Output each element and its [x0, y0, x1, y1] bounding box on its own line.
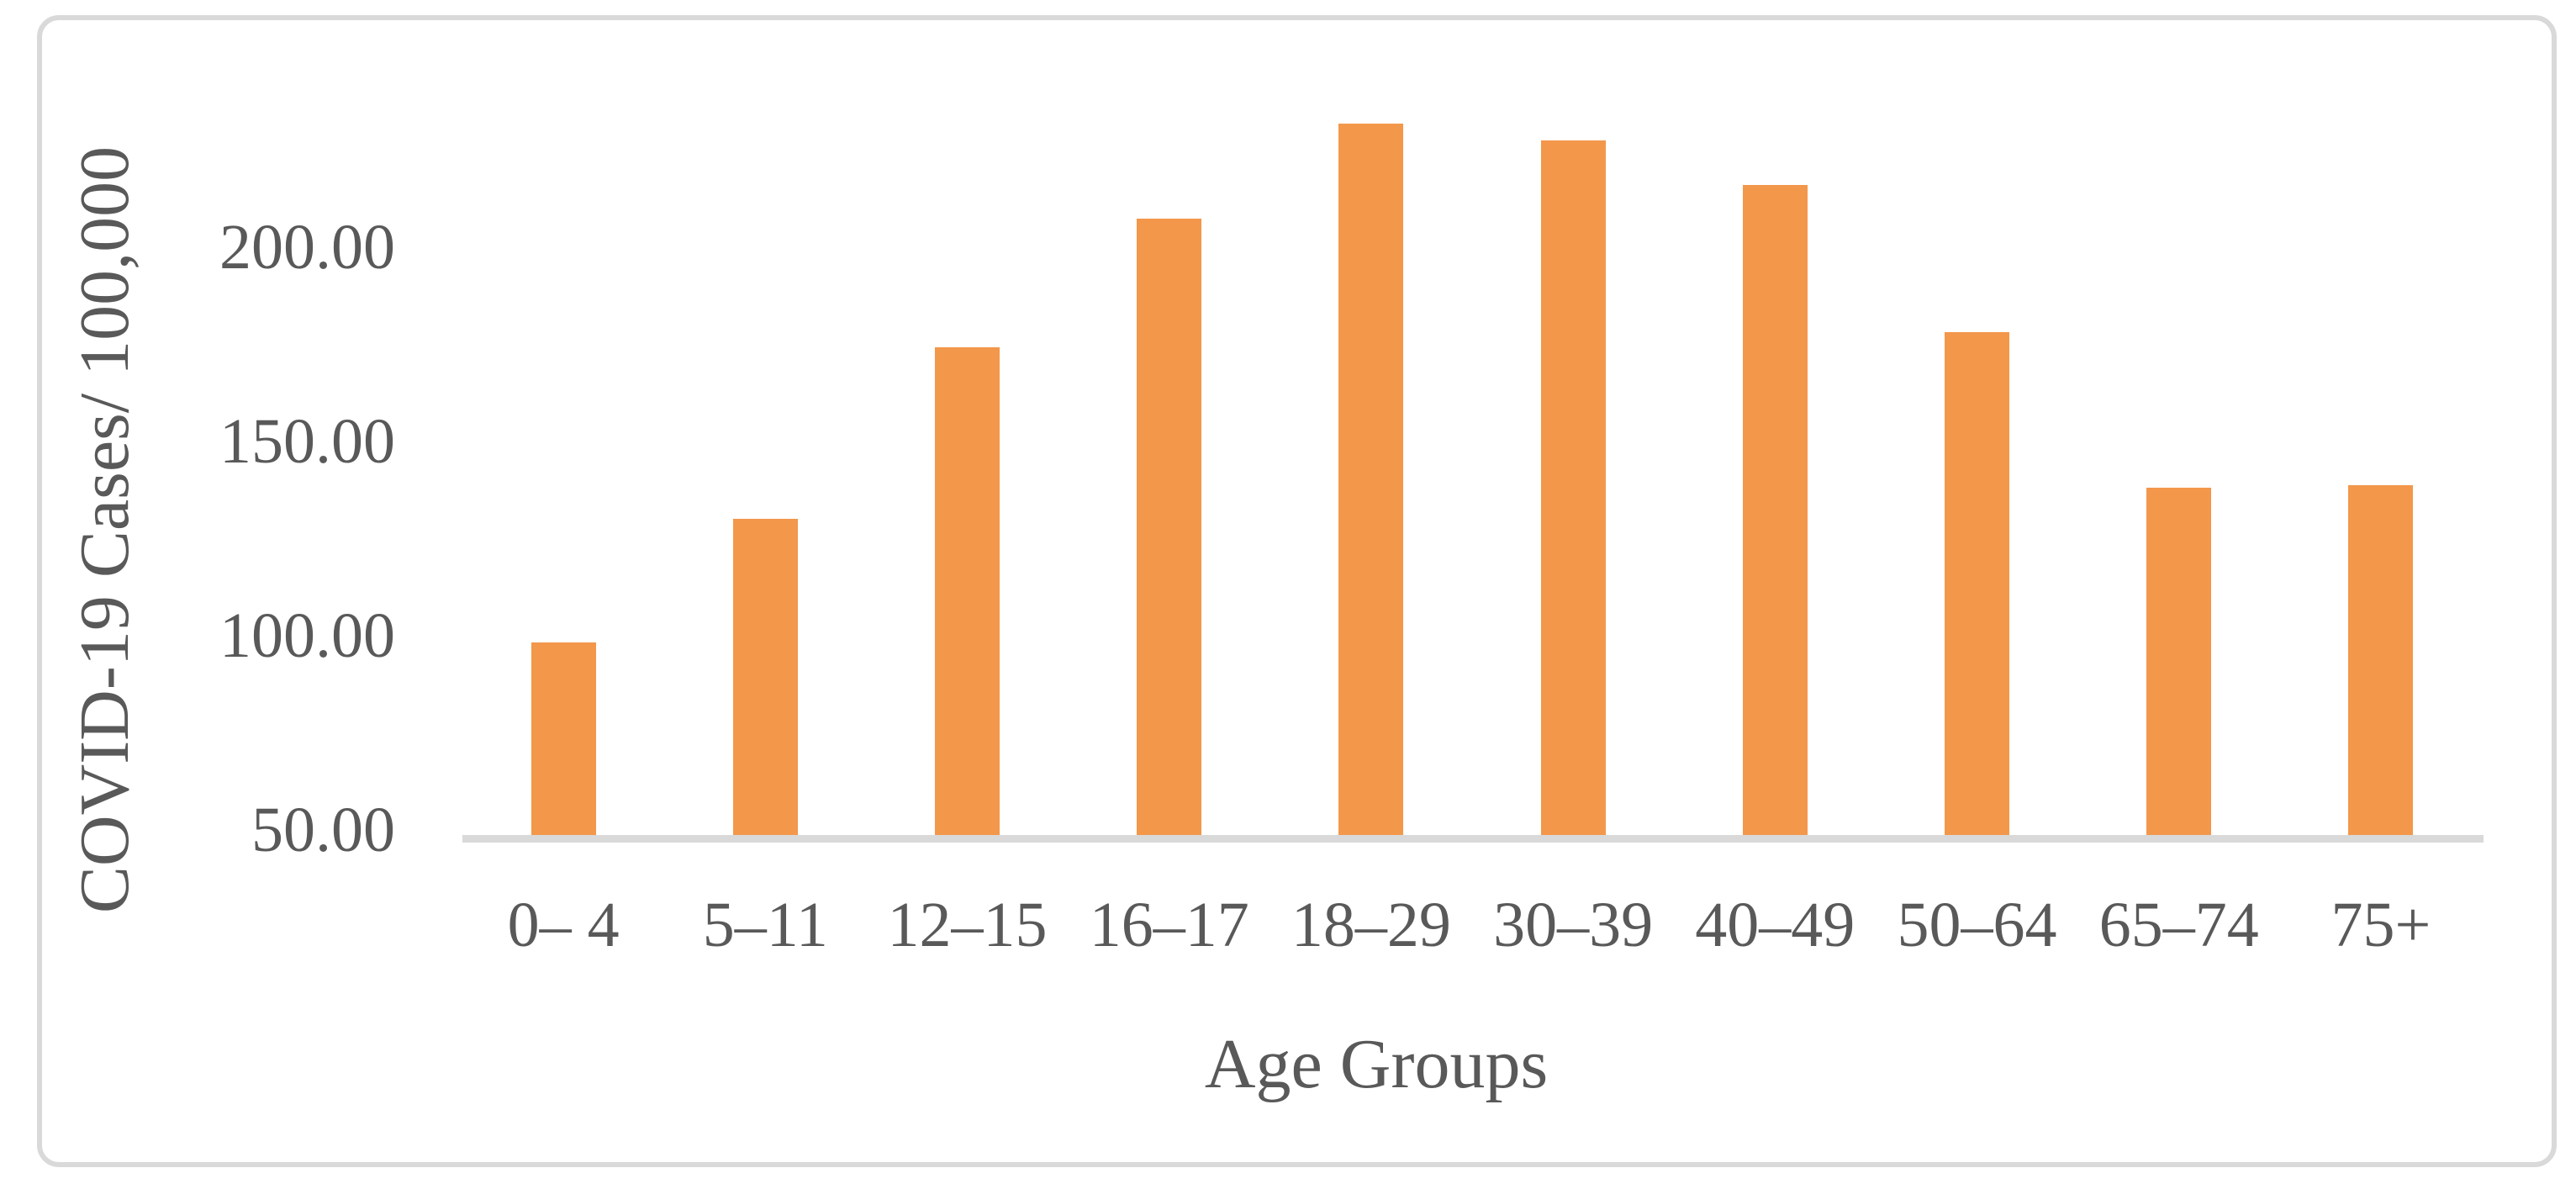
- bar-12–15: [935, 347, 1000, 835]
- bar-50–64: [1945, 332, 2009, 835]
- figure-border: [37, 15, 2557, 1167]
- x-category-label: 75+: [2331, 890, 2431, 960]
- x-category-label: 30–39: [1493, 890, 1654, 960]
- bar-65–74: [2146, 487, 2212, 835]
- x-category-label: 40–49: [1695, 890, 1855, 960]
- x-category-label: 12–15: [887, 890, 1048, 960]
- bar-5–11: [732, 518, 798, 835]
- bar-0– 4: [531, 642, 596, 835]
- bar-16–17: [1137, 218, 1202, 835]
- x-category-label: 65–74: [2098, 890, 2259, 960]
- y-tick-label: 100.00: [219, 600, 395, 671]
- x-axis-line: [462, 835, 2484, 843]
- x-category-label: 16–17: [1089, 890, 1249, 960]
- x-category-label: 18–29: [1291, 890, 1451, 960]
- x-category-label: 0– 4: [507, 890, 620, 960]
- x-category-label: 5–11: [702, 890, 828, 960]
- bar-40–49: [1742, 185, 1808, 835]
- y-axis-title: COVID-19 Cases/ 100,000: [66, 145, 144, 914]
- y-tick-label: 200.00: [219, 212, 395, 283]
- x-category-label: 50–64: [1897, 890, 2057, 960]
- x-axis-title: Age Groups: [1204, 1025, 1549, 1103]
- bar-30–39: [1540, 140, 1606, 835]
- y-tick-label: 150.00: [219, 406, 395, 477]
- y-tick-label: 50.00: [251, 795, 395, 865]
- bar-75+: [2348, 485, 2414, 835]
- bar-18–29: [1338, 124, 1404, 835]
